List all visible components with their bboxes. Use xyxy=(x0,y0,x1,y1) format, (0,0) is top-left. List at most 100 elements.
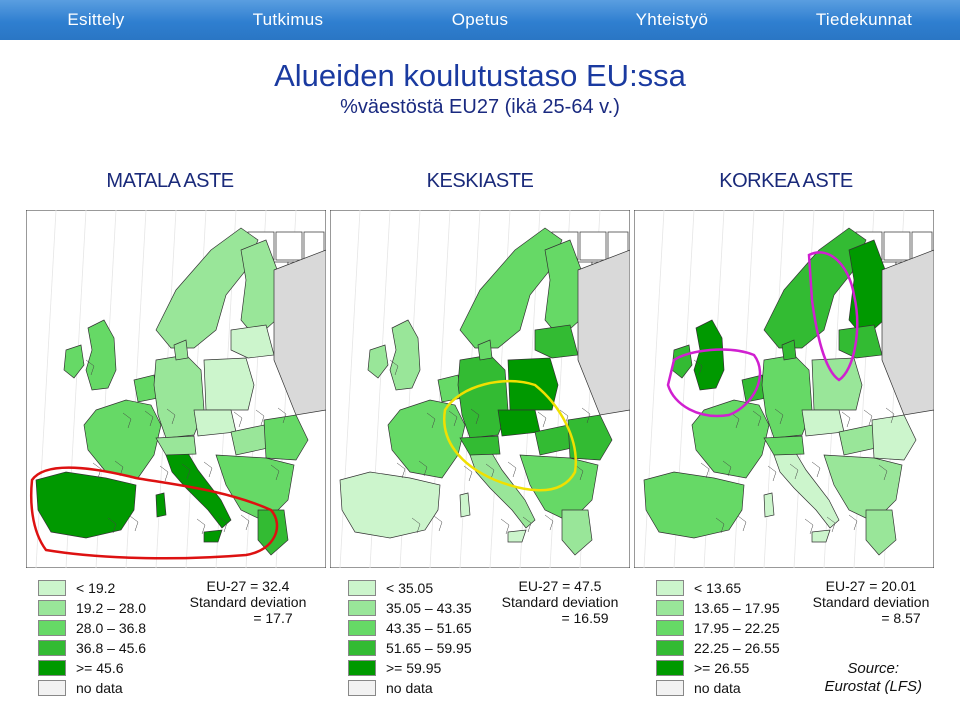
region-border xyxy=(863,409,873,426)
eu-average: EU-27 = 20.01 xyxy=(825,578,917,594)
region-border xyxy=(470,408,480,425)
top-navigation: Esittely Tutkimus Opetus Yhteistyö Tiede… xyxy=(0,0,960,40)
region-border xyxy=(255,409,265,426)
region-border xyxy=(448,410,458,427)
legend-row: < 13.65 xyxy=(656,578,741,598)
region-france xyxy=(387,399,466,479)
region-border xyxy=(737,515,747,532)
region-russia xyxy=(273,249,326,416)
panel-heading-high: KORKEA ASTE xyxy=(719,170,853,192)
inset-box xyxy=(275,231,303,261)
region-border xyxy=(774,408,784,425)
region-border xyxy=(463,465,473,482)
legend-label: >= 26.55 xyxy=(694,660,750,676)
region-border xyxy=(196,518,206,535)
legend-label: < 35.05 xyxy=(386,580,434,596)
region-czech xyxy=(497,409,541,437)
region-romania xyxy=(567,414,613,461)
legend-swatch xyxy=(348,600,376,616)
legend-swatch xyxy=(656,600,684,616)
region-border xyxy=(700,462,710,479)
nav-item-yhteistyo[interactable]: Yhteistyö xyxy=(635,10,709,29)
highlight-outline xyxy=(443,379,578,492)
stats-low: EU-27 = 32.4 Standard deviation = 17.7 xyxy=(178,578,318,626)
legend-label: no data xyxy=(386,680,433,696)
region-border xyxy=(715,517,725,534)
legend-row: 17.95 – 22.25 xyxy=(656,618,780,638)
legend-row: < 19.2 xyxy=(38,578,115,598)
highlight-outline xyxy=(666,348,762,418)
region-border xyxy=(396,462,406,479)
region-border xyxy=(544,514,554,531)
region-border xyxy=(433,515,443,532)
region-uk xyxy=(85,319,117,391)
legend-label: 17.95 – 22.25 xyxy=(694,620,780,636)
region-border xyxy=(581,407,591,424)
nav-item-tutkimus[interactable]: Tutkimus xyxy=(252,10,324,29)
region-sardinia xyxy=(459,492,471,518)
legend-swatch xyxy=(38,620,66,636)
region-sicily xyxy=(203,529,223,543)
inset-box xyxy=(579,231,607,261)
legend-swatch xyxy=(38,600,66,616)
region-alps xyxy=(763,435,805,456)
legend-row: 28.0 – 36.8 xyxy=(38,618,146,638)
region-russia xyxy=(577,249,630,416)
region-border xyxy=(767,465,777,482)
nav-item-esittely[interactable]: Esittely xyxy=(67,10,125,29)
legend-swatch xyxy=(656,640,684,656)
legend-row: 19.2 – 28.0 xyxy=(38,598,146,618)
legend-swatch xyxy=(38,680,66,696)
region-iberia xyxy=(35,471,137,539)
region-sardinia xyxy=(763,492,775,518)
region-russia xyxy=(881,249,934,416)
legend-low: < 19.2 19.2 – 28.0 28.0 – 36.8 36.8 – 45… xyxy=(38,578,338,698)
region-border xyxy=(389,359,399,376)
legend-label: 13.65 – 17.95 xyxy=(694,600,780,616)
legend-row: no data xyxy=(38,678,123,698)
legend-label: < 19.2 xyxy=(76,580,116,596)
europe-map-low-education xyxy=(26,210,326,568)
std-dev-value: = 17.7 xyxy=(253,610,293,626)
region-border xyxy=(92,462,102,479)
nav-item-tiedekunnat[interactable]: Tiedekunnat xyxy=(815,10,913,29)
legend-row: 35.05 – 43.35 xyxy=(348,598,472,618)
legend-label: >= 59.95 xyxy=(386,660,442,676)
region-border xyxy=(107,517,117,534)
region-greece xyxy=(865,509,897,556)
eu-average: EU-27 = 32.4 xyxy=(206,578,290,594)
legend-row: 13.65 – 17.95 xyxy=(656,598,780,618)
region-greece xyxy=(561,509,593,556)
region-border xyxy=(693,359,703,376)
region-border xyxy=(537,411,547,428)
region-border xyxy=(159,465,169,482)
legend-label: 19.2 – 28.0 xyxy=(76,600,147,616)
region-border xyxy=(878,464,888,481)
legend-row: >= 45.6 xyxy=(38,658,124,678)
legend-label: 51.65 – 59.95 xyxy=(386,640,472,656)
region-france xyxy=(83,399,162,479)
region-denmark xyxy=(781,339,797,361)
region-border xyxy=(848,514,858,531)
nav-item-opetus[interactable]: Opetus xyxy=(451,10,509,29)
region-baltics xyxy=(534,324,579,359)
region-border xyxy=(841,411,851,428)
region-border xyxy=(507,461,517,478)
legend-row: 43.35 – 51.65 xyxy=(348,618,472,638)
region-alps xyxy=(155,435,197,456)
region-border xyxy=(233,411,243,428)
region-border xyxy=(522,516,532,533)
region-border xyxy=(418,460,428,477)
source-note: Source: Eurostat (LFS) xyxy=(824,660,922,696)
std-dev-label: Standard deviation xyxy=(189,594,307,610)
legend-high: < 13.65 13.65 – 17.95 17.95 – 22.25 22.2… xyxy=(656,578,956,698)
region-denmark xyxy=(477,339,493,361)
region-border xyxy=(574,464,584,481)
region-border xyxy=(811,461,821,478)
legend-row: no data xyxy=(348,678,433,698)
region-border xyxy=(181,463,191,480)
highlight-outline xyxy=(29,466,279,560)
source-value: Eurostat (LFS) xyxy=(824,678,922,695)
region-border xyxy=(122,412,132,429)
region-border xyxy=(752,410,762,427)
